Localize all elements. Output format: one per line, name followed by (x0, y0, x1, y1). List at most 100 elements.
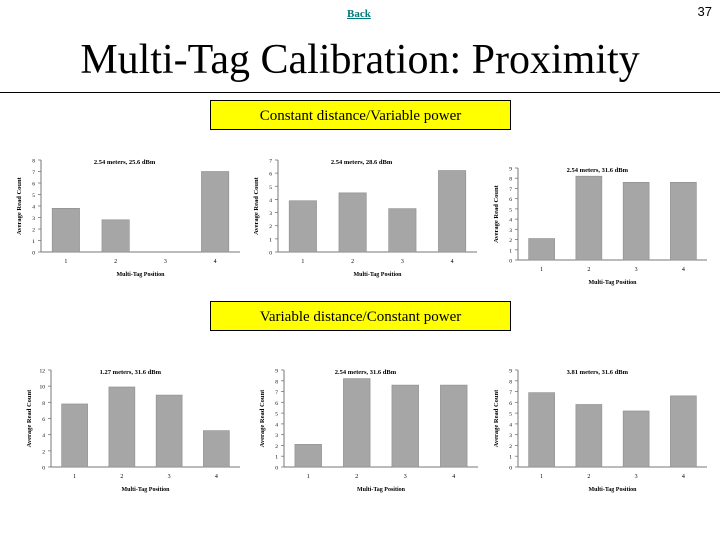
y-tick-label: 2 (269, 224, 272, 230)
y-tick-label: 2 (32, 228, 35, 234)
y-axis-label: Average Read Count (16, 176, 23, 234)
y-tick-label: 5 (509, 207, 512, 213)
chart-title: 2.54 meters, 31.6 dBm (335, 369, 397, 376)
y-tick-label: 7 (509, 390, 512, 396)
bar (338, 192, 367, 253)
x-tick-label: 1 (64, 259, 67, 265)
y-tick-label: 5 (275, 412, 278, 418)
y-tick-label: 12 (40, 369, 46, 375)
y-tick-label: 4 (32, 205, 35, 211)
x-tick-label: 2 (114, 259, 117, 265)
bar (528, 392, 555, 468)
x-axis-label: Multi-Tag Position (354, 272, 403, 278)
section-label-variable-distance: Variable distance/Constant power (210, 301, 511, 331)
bar (440, 384, 468, 468)
x-tick-label: 1 (73, 474, 76, 480)
x-tick-label: 4 (452, 474, 455, 480)
bar (438, 170, 467, 253)
y-tick-label: 7 (269, 159, 272, 165)
y-tick-label: 4 (275, 422, 278, 428)
bar (288, 200, 317, 253)
y-axis-label: Average Read Count (493, 184, 500, 242)
y-tick-label: 3 (509, 228, 512, 234)
x-tick-label: 2 (120, 474, 123, 480)
x-axis-label: Multi-Tag Position (589, 487, 638, 493)
x-tick-label: 3 (635, 474, 638, 480)
x-axis-label: Multi-Tag Position (122, 487, 171, 493)
y-tick-label: 3 (275, 433, 278, 439)
y-tick-label: 0 (32, 251, 35, 257)
title-divider (0, 92, 720, 93)
y-tick-label: 4 (42, 433, 45, 439)
x-tick-label: 4 (682, 267, 685, 273)
chart-title: 2.54 meters, 28.6 dBm (331, 159, 393, 166)
bar (155, 394, 183, 468)
y-tick-label: 8 (42, 401, 45, 407)
y-tick-label: 6 (32, 182, 35, 188)
back-link[interactable]: Back (347, 8, 371, 20)
y-tick-label: 6 (275, 401, 278, 407)
y-tick-label: 6 (509, 401, 512, 407)
y-axis-label: Average Read Count (493, 389, 500, 447)
x-axis-label: Multi-Tag Position (357, 487, 406, 493)
x-tick-label: 3 (401, 259, 404, 265)
y-tick-label: 0 (42, 466, 45, 472)
y-tick-label: 0 (275, 466, 278, 472)
y-tick-label: 2 (509, 238, 512, 244)
y-tick-label: 9 (509, 369, 512, 375)
x-tick-label: 4 (451, 259, 454, 265)
bar (622, 182, 650, 261)
y-tick-label: 10 (40, 385, 46, 391)
x-axis-label: Multi-Tag Position (589, 280, 638, 286)
x-tick-label: 2 (351, 259, 354, 265)
bar (61, 403, 88, 468)
bar (388, 208, 417, 253)
section-label-constant-distance: Constant distance/Variable power (210, 100, 511, 130)
slide-title: Multi-Tag Calibration: Proximity (80, 37, 640, 83)
y-tick-label: 4 (509, 218, 512, 224)
x-tick-label: 2 (355, 474, 358, 480)
chart-2-54m-25-6dbm: 0 1 2 3 4 5 6 7 8 1 2 3 4 2.54 meters, 25.6 dBm Multi-… (16, 159, 240, 278)
y-axis-label: Average Read Count (26, 389, 33, 447)
x-tick-label: 4 (214, 259, 217, 265)
bar (528, 238, 555, 261)
bar (51, 208, 80, 253)
y-tick-label: 7 (275, 390, 278, 396)
chart-2-54m-31-6dbm-top: 0 1 2 3 4 5 6 7 8 9 1 2 3 4 2.54 meters, 31.6 dBm Multi… (493, 167, 707, 286)
bar (108, 386, 136, 468)
bar (670, 182, 697, 261)
bar (575, 404, 603, 468)
y-tick-label: 9 (275, 369, 278, 375)
x-tick-label: 2 (587, 267, 590, 273)
bar (391, 384, 419, 468)
x-tick-label: 2 (587, 474, 590, 480)
y-axis-label: Average Read Count (259, 389, 266, 447)
bar (575, 175, 603, 261)
y-tick-label: 0 (269, 251, 272, 257)
y-tick-label: 4 (509, 422, 512, 428)
y-tick-label: 3 (32, 216, 35, 222)
bar (670, 395, 697, 468)
chart-title: 2.54 meters, 31.6 dBm (567, 167, 629, 174)
bar (203, 430, 230, 468)
y-tick-label: 0 (509, 259, 512, 265)
chart-3-81m-31-6dbm: 0 1 2 3 4 5 6 7 8 9 1 2 3 4 3.81 meters, 31.6 dBm Multi… (493, 369, 707, 493)
y-tick-label: 8 (509, 379, 512, 385)
y-tick-label: 7 (32, 170, 35, 176)
y-tick-label: 1 (509, 248, 512, 254)
y-tick-label: 5 (32, 193, 35, 199)
x-tick-label: 3 (168, 474, 171, 480)
bar (343, 378, 371, 468)
x-tick-label: 4 (215, 474, 218, 480)
y-tick-label: 0 (509, 466, 512, 472)
y-tick-label: 4 (269, 198, 272, 204)
x-tick-label: 1 (307, 474, 310, 480)
y-tick-label: 2 (509, 444, 512, 450)
chart-2-54m-31-6dbm-bottom: 0 1 2 3 4 5 6 7 8 9 1 2 3 4 2.54 meters, 31.6 dBm Multi… (259, 369, 478, 493)
y-tick-label: 3 (269, 211, 272, 217)
x-tick-label: 4 (682, 474, 685, 480)
y-tick-label: 8 (32, 159, 35, 165)
y-tick-label: 1 (275, 455, 278, 461)
y-tick-label: 2 (42, 449, 45, 455)
